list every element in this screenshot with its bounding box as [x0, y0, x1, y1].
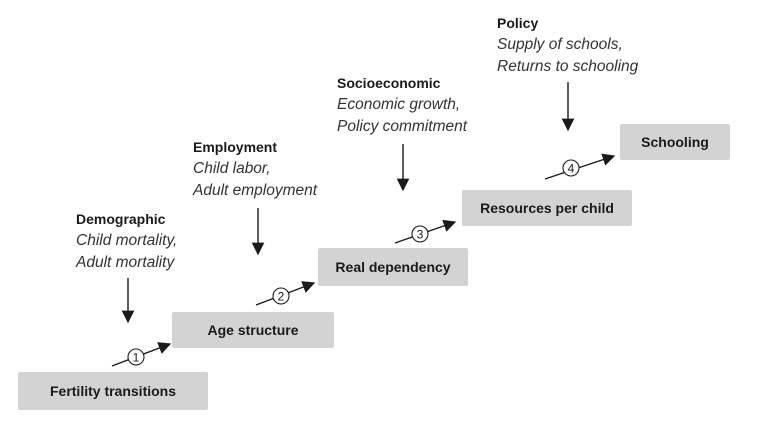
step-4-arrow: 4	[544, 153, 616, 180]
employment-item: Child labor,	[193, 160, 271, 177]
demographic-item: Child mortality,	[76, 232, 178, 249]
socioeconomic-item: Economic growth,	[337, 96, 461, 113]
schooling-box: Schooling	[620, 124, 730, 160]
step-3-label: 3	[417, 228, 424, 242]
step-1-arrow: 1	[111, 342, 172, 367]
demographic-item: Adult mortality	[76, 254, 175, 271]
demographic-title: Demographic	[76, 211, 166, 227]
employment-title: Employment	[193, 139, 278, 155]
resources-per-child-box: Resources per child	[462, 190, 632, 226]
policy-title: Policy	[497, 15, 539, 31]
step-2-label: 2	[278, 290, 285, 304]
socioeconomic-factor: Socioeconomic Economic growth, Policy co…	[337, 72, 467, 138]
real-dependency-box: Real dependency	[318, 248, 468, 286]
fertility-transitions-box: Fertility transitions	[18, 372, 208, 410]
policy-item: Returns to schooling	[497, 58, 639, 75]
policy-factor: Policy Supply of schools, Returns to sch…	[497, 12, 638, 78]
step-1-label: 1	[133, 351, 140, 365]
step-3-arrow: 3	[394, 219, 457, 244]
policy-item: Supply of schools,	[497, 36, 623, 53]
socioeconomic-title: Socioeconomic	[337, 75, 441, 91]
step-4-label: 4	[568, 162, 575, 176]
age-structure-box: Age structure	[172, 312, 334, 348]
employment-item: Adult employment	[193, 182, 318, 199]
socioeconomic-item: Policy commitment	[337, 118, 468, 135]
employment-factor: Employment Child labor, Adult employment	[193, 136, 317, 202]
step-2-arrow: 2	[255, 281, 316, 306]
demographic-factor: Demographic Child mortality, Adult morta…	[76, 208, 177, 274]
